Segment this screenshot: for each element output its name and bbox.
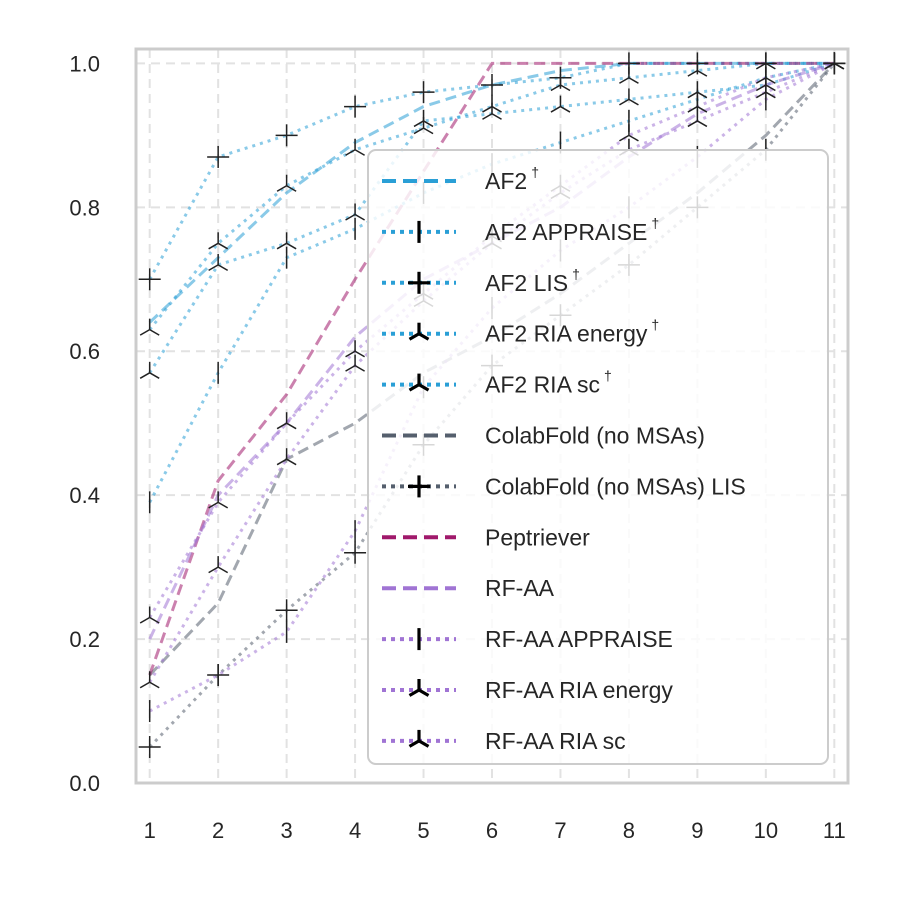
data-point-rf-aa-ria-sc	[824, 52, 845, 70]
data-point-af2-ria-energy	[687, 81, 708, 99]
data-point-af2-ria-energy	[276, 232, 297, 250]
data-point-rf-aa-ria-sc	[345, 340, 365, 358]
legend-item-peptriever: Peptriever	[382, 524, 590, 550]
x-tick-label: 3	[280, 818, 292, 843]
data-point-rf-aa-ria-energy	[345, 354, 365, 372]
y-tick-label: 0.6	[69, 339, 100, 364]
series-line-peptriever	[148, 61, 835, 676]
data-point-af2-ria-energy	[619, 88, 639, 106]
data-point-rf-aa-ria-sc	[139, 606, 160, 624]
data-point-af2-lis	[481, 73, 503, 96]
series-line-colabfold-no-msas-lis	[148, 62, 836, 749]
data-point-af2-ria-sc	[413, 117, 434, 135]
y-tick-label: 0.2	[69, 627, 100, 652]
x-tick-label: 4	[349, 818, 361, 843]
legend-marker	[408, 729, 430, 748]
y-axis-ticks: 0.0 0.2 0.4 0.6 0.8 1.0	[69, 51, 100, 796]
y-tick-label: 0.4	[69, 483, 100, 508]
legend-item-colabfold-no-msas: ColabFold (no MSAs)	[382, 423, 705, 449]
legend-label: Peptriever	[485, 524, 590, 550]
data-point-af2-ria-energy	[550, 95, 571, 113]
data-point-af2-ria-energy	[345, 203, 365, 221]
legend-label: AF2 APPRAISE †	[485, 215, 659, 245]
data-point-af2-ria-energy	[208, 253, 229, 272]
legend-marker	[408, 679, 430, 697]
data-point-rf-aa-ria-energy	[276, 448, 297, 466]
legend-label: AF2 †	[485, 164, 539, 194]
x-tick-label: 10	[754, 818, 778, 843]
data-point-af2-ria-sc	[482, 95, 502, 113]
data-point-af2-lis	[344, 95, 367, 118]
x-tick-label: 5	[417, 818, 429, 843]
series-line-af2-ria-sc	[148, 61, 835, 331]
x-tick-label: 11	[823, 818, 846, 843]
legend-label: AF2 RIA sc †	[485, 368, 612, 398]
series-line-af2	[148, 61, 835, 324]
x-tick-label: 2	[212, 818, 224, 843]
data-point-af2-lis	[138, 268, 161, 291]
y-tick-label: 0.0	[69, 771, 100, 796]
data-point-af2-ria-sc	[345, 138, 365, 156]
x-tick-label: 7	[554, 818, 566, 843]
legend-item-af2: AF2 †	[382, 164, 539, 194]
data-point-af2-lis	[412, 81, 435, 104]
legend-item-rf-aa-appraise: RF-AA APPRAISE	[382, 626, 673, 652]
data-point-colabfold-no-msas-lis	[275, 599, 298, 622]
legend-item-rf-aa: RF-AA	[382, 575, 555, 601]
legend-marker	[408, 475, 430, 498]
x-tick-label: 1	[144, 818, 156, 843]
legend-item-rf-aa-ria-energy: RF-AA RIA energy	[382, 677, 673, 703]
data-point-af2-ria-sc	[276, 174, 297, 192]
data-point-colabfold-no-msas-lis	[344, 541, 367, 564]
legend-label: RF-AA APPRAISE	[485, 626, 673, 652]
plot-frame	[134, 47, 850, 785]
legend-label: AF2 RIA energy †	[485, 317, 659, 347]
legend-marker	[408, 322, 430, 341]
data-point-rf-aa-ria-sc	[276, 412, 297, 430]
data-point-af2-lis	[275, 124, 298, 147]
legend-box	[367, 149, 829, 765]
data-point-rf-aa-ria-sc	[755, 66, 776, 84]
x-tick-label: 9	[691, 818, 703, 843]
legend-label: RF-AA RIA energy	[485, 677, 673, 703]
legend-item-af2-ria-energy: AF2 RIA energy †	[382, 317, 659, 347]
data-point-rf-aa-ria-energy	[755, 81, 776, 99]
x-axis-ticks: 1 2 3 4 5 6 7 8 9 10 11	[144, 818, 846, 843]
data-point-rf-aa-ria-sc	[687, 95, 708, 113]
legend-label: AF2 LIS †	[485, 266, 580, 296]
data-point-rf-aa-ria-sc	[619, 124, 639, 142]
legend-label: RF-AA	[485, 575, 555, 601]
data-point-af2-ria-sc	[619, 66, 639, 84]
data-point-af2-ria-energy	[139, 361, 160, 379]
data-point-af2-ria-sc	[755, 52, 776, 70]
legend-item-af2-appraise: AF2 APPRAISE †	[382, 215, 659, 245]
data-point-af2-ria-sc	[208, 232, 229, 250]
series-line-rf-aa-ria-sc	[148, 61, 835, 619]
legend-marker	[408, 271, 430, 294]
y-tick-label: 0.8	[69, 195, 100, 220]
legend-label: ColabFold (no MSAs) LIS	[485, 473, 746, 499]
x-tick-label: 6	[486, 818, 498, 843]
legend: AF2 † AF2 APPRAISE † AF2 LIS † AF2 RIA energy †…	[367, 149, 829, 765]
data-point-rf-aa-ria-energy	[208, 556, 229, 574]
legend-label: RF-AA RIA sc	[485, 728, 626, 754]
data-point-rf-aa-ria-energy	[687, 109, 708, 128]
data-point-af2-ria-sc	[139, 318, 160, 336]
legend-label: ColabFold (no MSAs)	[485, 423, 705, 449]
data-point-rf-aa-ria-energy	[139, 671, 160, 689]
legend-item-colabfold-no-msas-lis: ColabFold (no MSAs) LIS	[382, 473, 746, 499]
legend-item-af2-ria-sc: AF2 RIA sc †	[382, 368, 612, 398]
data-point-rf-aa-ria-sc	[208, 491, 229, 509]
legend-item-rf-aa-ria-sc: RF-AA RIA sc	[382, 728, 626, 754]
data-point-af2-ria-sc	[550, 73, 571, 92]
legend-item-af2-lis: AF2 LIS †	[382, 266, 580, 296]
x-tick-label: 8	[623, 818, 635, 843]
data-point-colabfold-no-msas-lis	[138, 736, 161, 759]
y-tick-label: 1.0	[69, 51, 100, 76]
data-point-af2-lis	[207, 145, 230, 168]
data-point-af2-ria-sc	[687, 59, 708, 77]
legend-marker	[408, 373, 430, 392]
